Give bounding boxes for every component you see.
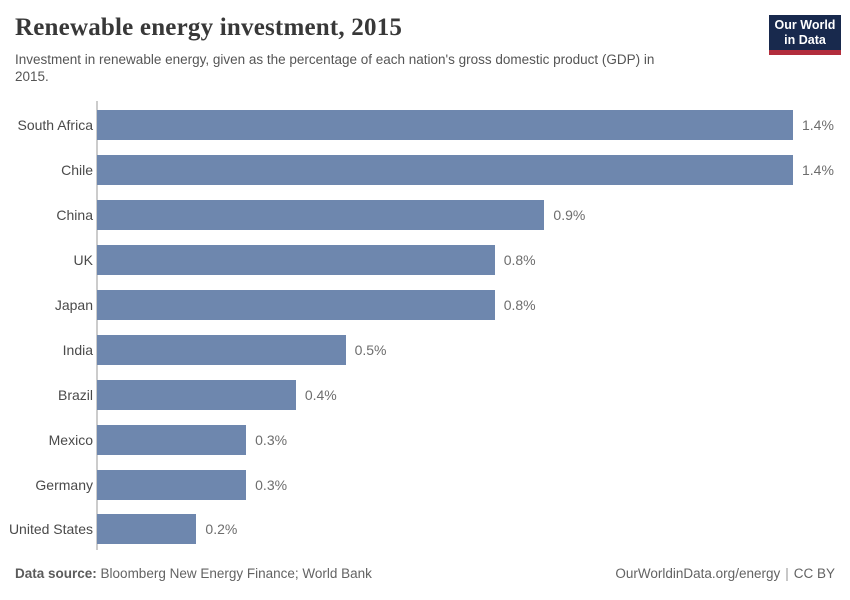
country-label: South Africa (17, 117, 94, 134)
value-label: 0.4% (304, 386, 337, 403)
bar-track: 1.4% (97, 110, 850, 141)
bar-track: 0.2% (97, 514, 850, 545)
bar[interactable] (97, 379, 296, 410)
country-label: Chile (61, 162, 93, 179)
bar[interactable] (97, 245, 495, 276)
country-label: India (62, 341, 93, 358)
data-source: Data source: Bloomberg New Energy Financ… (15, 566, 372, 581)
bar[interactable] (97, 469, 247, 500)
owid-logo-line2: in Data (784, 33, 826, 47)
bar[interactable] (97, 200, 545, 231)
value-label: 0.8% (503, 297, 536, 313)
bar-track: 0.9% (97, 200, 850, 231)
country-label: Germany (35, 476, 93, 493)
bar[interactable] (97, 334, 346, 365)
chart-title: Renewable energy investment, 2015 (15, 14, 403, 41)
bar-row: South Africa 1.4% (0, 103, 850, 148)
value-label: 0.9% (553, 207, 586, 224)
bar-row: Brazil 0.4% (0, 372, 850, 417)
value-label: 1.4% (802, 117, 834, 134)
bar-track: 0.3% (97, 424, 850, 455)
value-label: 0.2% (205, 521, 238, 538)
bar-track: 0.8% (97, 290, 850, 320)
chart-subtitle: Investment in renewable energy, given as… (15, 52, 654, 85)
bar-row: China 0.9% (0, 193, 850, 238)
country-label: Brazil (57, 386, 93, 403)
chart-footer: Data source: Bloomberg New Energy Financ… (15, 566, 835, 581)
bar-rows: South Africa 1.4% Chile 1.4% China 0.9% … (0, 103, 850, 552)
bar[interactable] (97, 424, 247, 455)
bar-track: 0.8% (97, 245, 850, 276)
owid-logo-line1: Our World (774, 18, 836, 32)
country-label: Japan (54, 297, 93, 313)
footer-separator: | (785, 566, 789, 581)
value-label: 1.4% (802, 162, 834, 179)
bar[interactable] (97, 110, 793, 141)
bar[interactable] (97, 155, 793, 186)
y-axis-line (96, 101, 98, 550)
value-label: 0.5% (354, 341, 387, 358)
chart-subtitle-line1: Investment in renewable energy, given as… (15, 52, 655, 67)
bar[interactable] (97, 290, 495, 320)
data-source-value: Bloomberg New Energy Finance; World Bank (100, 566, 372, 581)
bar-track: 0.4% (97, 379, 850, 410)
bar-track: 1.4% (97, 155, 850, 186)
bar-row: India 0.5% (0, 327, 850, 372)
bar[interactable] (97, 514, 197, 545)
country-label: China (56, 207, 93, 224)
footer-attribution: OurWorldinData.org/energy | CC BY (615, 566, 835, 581)
value-label: 0.3% (255, 476, 288, 493)
country-label: United States (8, 521, 93, 538)
owid-link[interactable]: OurWorldinData.org/energy (615, 566, 781, 581)
value-label: 0.8% (503, 252, 536, 269)
bar-row: UK 0.8% (0, 238, 850, 283)
bar-track: 0.5% (97, 334, 850, 365)
license-link[interactable]: CC BY (793, 566, 835, 581)
country-label: UK (73, 252, 93, 269)
bar-row: United States 0.2% (0, 507, 850, 552)
data-source-label: Data source: (15, 566, 97, 581)
chart-subtitle-line2: 2015. (15, 68, 49, 84)
bar-row: Japan 0.8% (0, 283, 850, 328)
bar-row: Mexico 0.3% (0, 417, 850, 462)
owid-logo[interactable]: Our World in Data (769, 15, 841, 55)
bar-track: 0.3% (97, 469, 850, 500)
bar-row: Germany 0.3% (0, 462, 850, 507)
bar-row: Chile 1.4% (0, 148, 850, 193)
value-label: 0.3% (255, 431, 288, 448)
country-label: Mexico (48, 431, 93, 448)
bar-chart: South Africa 1.4% Chile 1.4% China 0.9% … (0, 101, 850, 552)
